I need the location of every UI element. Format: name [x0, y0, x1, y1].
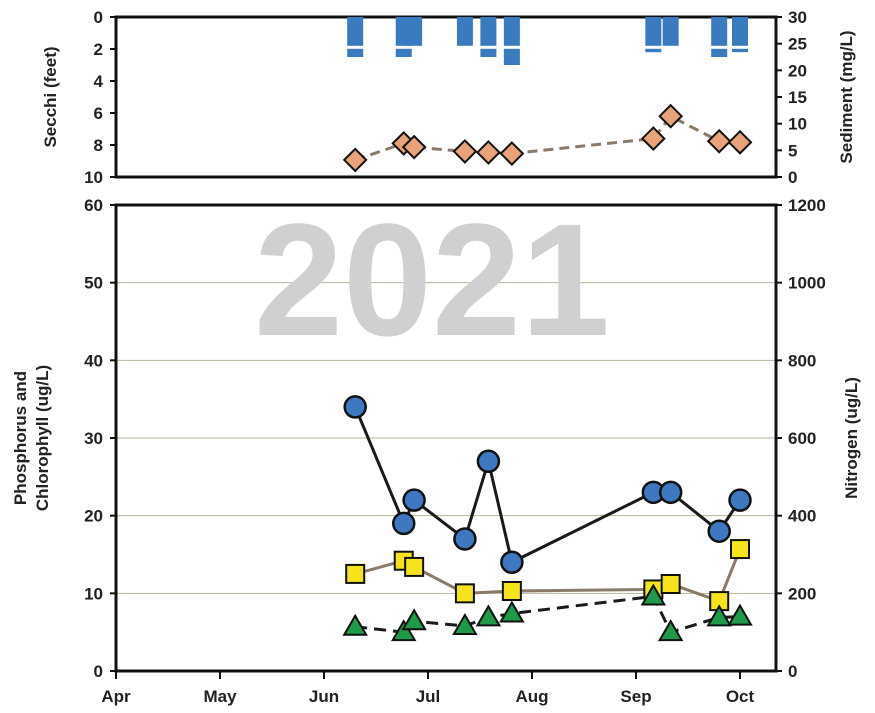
secchi-bar-extent	[732, 48, 748, 53]
sediment-tick-label: 0	[788, 168, 797, 187]
y-tick-label: 30	[84, 429, 103, 448]
secchi-tick-label: 2	[94, 40, 103, 59]
x-tick-label: Apr	[101, 687, 131, 706]
sediment-point-diamond	[499, 141, 525, 166]
x-tick-label: Aug	[515, 687, 548, 706]
data-point-triangle	[452, 612, 478, 635]
data-point-triangle	[499, 600, 525, 623]
data-point-triangle	[401, 608, 427, 631]
y-tick-label: 50	[84, 274, 103, 293]
y-tick-label: 60	[84, 196, 103, 215]
secchi-bar-extent	[480, 48, 497, 57]
data-point-circle	[453, 527, 477, 551]
secchi-bar-extent	[645, 48, 662, 53]
series-line-triangle	[355, 594, 741, 634]
sediment-point-diamond	[706, 128, 732, 154]
data-point-square	[660, 574, 681, 595]
data-point-square	[345, 563, 366, 584]
data-point-triangle	[390, 619, 417, 642]
sediment-axis-title: Sediment (mg/L)	[837, 30, 856, 163]
secchi-bar	[406, 17, 423, 46]
sediment-point-diamond	[401, 134, 427, 160]
data-point-circle	[476, 449, 501, 474]
x-tick-label: Jul	[416, 687, 441, 706]
data-point-circle	[658, 480, 683, 505]
sediment-point-diamond	[640, 126, 666, 152]
data-point-triangle	[342, 613, 368, 636]
y-axis-title-line: Phosphorus and	[11, 371, 30, 505]
y-axis-title: Phosphorus and Chlorophyll (ug/L)	[11, 365, 52, 511]
y-tick-label: 10	[84, 584, 103, 603]
data-point-circle	[391, 511, 416, 536]
x-tick-label: Oct	[726, 687, 755, 706]
y-tick-label: 40	[84, 351, 103, 370]
secchi-bar	[347, 17, 364, 46]
sediment-point-diamond	[658, 103, 684, 129]
secchi-tick-label: 0	[94, 8, 103, 27]
sediment-tick-label: 15	[788, 88, 807, 107]
sediment-tick-label: 30	[788, 8, 807, 27]
sediment-point-diamond	[342, 147, 368, 173]
top-panel: 0 2 4 6 8 10 30 25 20 15 10 5 0 Secchi (feet) Sediment…	[41, 8, 856, 187]
y2-tick-label: 800	[788, 351, 816, 370]
secchi-bar-extent	[347, 48, 364, 57]
secchi-tick-label: 4	[94, 72, 104, 91]
data-point-triangle	[657, 619, 684, 642]
secchi-tick-label: 10	[84, 168, 103, 187]
y2-tick-label: 600	[788, 429, 816, 448]
secchi-bar	[456, 17, 473, 46]
x-tick-label: May	[203, 687, 237, 706]
sediment-point-diamond	[727, 129, 753, 155]
data-point-triangle	[706, 604, 732, 627]
data-point-circle	[343, 395, 367, 419]
y-axis-title-line: Chlorophyll (ug/L)	[33, 365, 52, 511]
sediment-tick-label: 5	[788, 141, 797, 160]
secchi-bar	[503, 17, 520, 46]
data-point-circle	[402, 488, 426, 512]
data-point-square	[501, 581, 522, 602]
secchi-bar-extent	[711, 48, 728, 57]
secchi-bar	[711, 17, 728, 46]
y2-tick-label: 1200	[788, 196, 826, 215]
y2-tick-label: 200	[788, 584, 816, 603]
sediment-tick-label: 10	[788, 115, 807, 134]
sediment-tick-label: 20	[788, 61, 807, 80]
secchi-bar	[662, 17, 679, 46]
bottom-panel: 20210102030405060020040060080010001200Ap…	[11, 190, 861, 706]
x-tick-label: Sep	[620, 687, 651, 706]
secchi-axis-title: Secchi (feet)	[41, 46, 60, 147]
y2-tick-label: 0	[788, 662, 797, 681]
data-point-triangle	[475, 604, 502, 627]
y-tick-label: 20	[84, 507, 103, 526]
data-point-circle	[728, 488, 752, 512]
secchi-bar	[645, 17, 662, 46]
y2-tick-label: 1000	[788, 274, 826, 293]
data-point-triangle	[640, 583, 667, 606]
secchi-tick-label: 6	[94, 104, 103, 123]
secchi-tick-label: 8	[94, 136, 103, 155]
data-point-square	[404, 556, 425, 577]
sediment-point-diamond	[452, 138, 478, 164]
y2-axis-title: Nitrogen (ug/L)	[842, 377, 861, 499]
data-point-square	[454, 583, 475, 604]
x-tick-label: Jun	[309, 687, 339, 706]
secchi-bar	[732, 17, 748, 46]
sediment-tick-label: 25	[788, 35, 807, 54]
y-tick-label: 0	[94, 662, 103, 681]
data-point-square	[730, 539, 750, 560]
secchi-bar	[480, 17, 497, 46]
data-point-circle	[500, 550, 524, 575]
series-line-circle	[353, 406, 742, 565]
data-point-circle	[707, 519, 731, 543]
secchi-bar-extent	[503, 48, 520, 65]
y2-tick-label: 400	[788, 507, 816, 526]
data-point-triangle	[727, 603, 753, 626]
sediment-point-diamond	[475, 140, 501, 165]
secchi-bar-extent	[395, 48, 412, 57]
year-watermark: 2021	[254, 190, 610, 369]
